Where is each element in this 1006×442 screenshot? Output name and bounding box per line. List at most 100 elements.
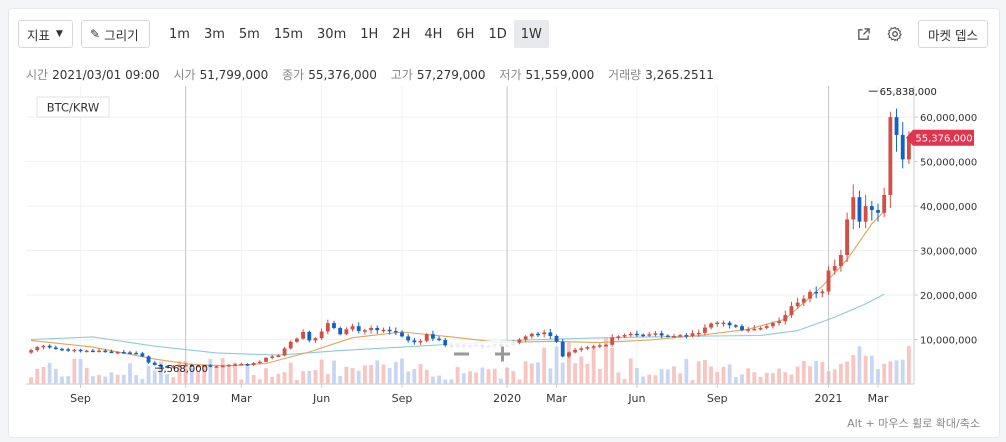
candle-body (801, 298, 806, 303)
pencil-icon: ✎ (90, 27, 101, 41)
candle-body (591, 346, 596, 348)
volume-bar (752, 372, 757, 384)
draw-button[interactable]: ✎ 그리기 (81, 20, 150, 48)
candle-body (60, 348, 64, 351)
timeframe-4h[interactable]: 4H (424, 26, 443, 42)
timeframe-15m[interactable]: 15m (273, 26, 304, 42)
popout-icon[interactable] (850, 21, 876, 47)
volume-bar (764, 372, 769, 384)
zoom-in-icon[interactable] (495, 346, 510, 362)
volume-bar (406, 371, 411, 384)
zoom-out-icon[interactable] (454, 352, 469, 356)
volume-bar (634, 368, 639, 384)
volume-bars (29, 337, 911, 384)
candle-body (29, 350, 34, 353)
volume-bar (66, 376, 71, 384)
volume-bar (146, 365, 151, 384)
candle-body (140, 353, 145, 357)
volume-bar (610, 347, 615, 384)
market-depth-button[interactable]: 마켓 뎁스 (918, 20, 988, 48)
candle-body (678, 335, 683, 337)
y-tick-label: 40,000,000 (920, 202, 977, 213)
volume-bar (591, 347, 596, 384)
candle-body (183, 364, 188, 367)
last-price-label: 55,376,000 (915, 134, 972, 145)
volume-bar (672, 366, 676, 384)
volume-bar (641, 376, 646, 384)
candle-body (362, 330, 367, 332)
candle-body (406, 336, 411, 341)
candle-body (777, 321, 782, 324)
candle-body (616, 336, 621, 338)
timeframe-1w[interactable]: 1W (513, 20, 549, 48)
zoom-hint: Alt + 마우스 휠로 확대/축소 (847, 417, 980, 430)
volume-bar (678, 373, 683, 384)
volume-bar (177, 361, 182, 384)
x-tick-label: 2020 (493, 392, 521, 405)
volume-bar (733, 377, 738, 384)
volume-bar (628, 358, 633, 384)
x-tick-label: Sep (707, 392, 728, 405)
candle-body (387, 329, 392, 332)
low-value: 51,559,000 (525, 68, 595, 82)
candle-body (832, 266, 837, 271)
candle-body (257, 361, 262, 364)
volume-bar (573, 363, 578, 384)
volume-bar (789, 374, 794, 384)
timeframe-5m[interactable]: 5m (238, 26, 260, 42)
volume-bar (690, 379, 695, 384)
timeframe-1m[interactable]: 1m (169, 26, 190, 42)
candle-body (245, 363, 250, 366)
timeframe-2h[interactable]: 2H (392, 26, 411, 42)
volume-bar (869, 355, 874, 384)
volume-bar (128, 363, 132, 384)
price-markers: 55,376,000 65,838,000 3,568,000 (155, 87, 974, 375)
volume-bar (264, 368, 268, 384)
volume-bar (400, 358, 404, 384)
settings-gear-icon[interactable] (882, 21, 908, 47)
volume-bar (517, 379, 522, 384)
timeframe-6h[interactable]: 6H (456, 26, 475, 42)
timeframe-30m[interactable]: 30m (317, 26, 347, 42)
volume-bar (566, 342, 571, 384)
volume-bar (369, 365, 374, 384)
candle-body (857, 197, 862, 222)
candle-body (276, 355, 281, 358)
indicator-label: 지표 (27, 27, 51, 43)
volume-bar (214, 367, 219, 384)
candle-body (66, 349, 71, 351)
candle-body (84, 350, 89, 353)
candle-body (251, 363, 256, 365)
volume-bar (140, 378, 145, 384)
indicator-button[interactable]: 지표 ▼ (18, 20, 73, 48)
x-tick-label: Mar (231, 392, 252, 405)
candle-body (90, 350, 95, 353)
candle-body (103, 350, 108, 353)
candle-body (264, 357, 268, 362)
volume-bar (498, 378, 503, 384)
candle-body (684, 335, 689, 337)
timeframe-3m[interactable]: 3m (203, 26, 225, 42)
timeframe-1d[interactable]: 1D (488, 26, 507, 42)
volume-bar (325, 374, 330, 384)
volume-bar (90, 376, 95, 384)
volume-bar (60, 376, 64, 384)
last-price-badge (906, 129, 974, 146)
x-axis: Sep 2019 Mar Jun Sep 2020 Mar Jun Sep 2021 Mar (70, 384, 889, 405)
volume-bar (838, 363, 843, 384)
volume-bar (653, 375, 658, 384)
candle-body (288, 341, 293, 349)
x-tick-label: Mar (868, 392, 889, 405)
volume-bar (622, 378, 627, 384)
volume-bar (529, 363, 534, 384)
candle-body (381, 329, 386, 332)
candle-body (820, 291, 825, 294)
timeframe-1h[interactable]: 1H (360, 26, 379, 42)
candle-body (325, 323, 330, 332)
right-tools: 마켓 뎁스 (850, 19, 988, 49)
candle-body (338, 327, 343, 335)
symbol-label: BTC/KRW (47, 101, 100, 115)
candle-body (900, 134, 905, 160)
volume-bar (294, 379, 299, 384)
